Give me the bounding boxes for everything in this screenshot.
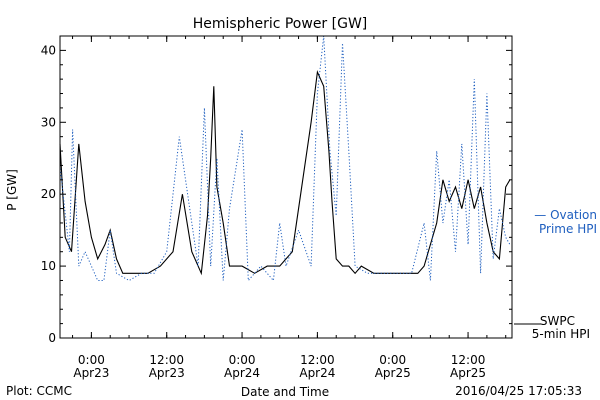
axes: 0102030400:00Apr2312:00Apr230:00Apr2412:… bbox=[41, 35, 513, 380]
legend-swpc-label-line2: 5-min HPI bbox=[532, 327, 590, 341]
x-tick-label-date: Apr24 bbox=[299, 366, 335, 380]
x-tick-label-date: Apr23 bbox=[73, 366, 109, 380]
x-tick-label-time: 12:00 bbox=[149, 353, 184, 367]
x-tick-label-date: Apr25 bbox=[450, 366, 486, 380]
x-tick-label-time: 0:00 bbox=[78, 353, 105, 367]
x-tick-label-time: 0:00 bbox=[379, 353, 406, 367]
y-tick-label: 40 bbox=[41, 43, 56, 57]
y-tick-label: 20 bbox=[41, 187, 56, 201]
plot-credit: Plot: CCMC bbox=[6, 384, 72, 398]
x-tick-label-date: Apr25 bbox=[375, 366, 411, 380]
legend-ovation-label-line2: Prime HPI bbox=[539, 222, 597, 236]
plot-area bbox=[59, 35, 511, 282]
x-tick-label-date: Apr24 bbox=[224, 366, 260, 380]
legend-ovation-label-line1: — Ovation bbox=[534, 208, 597, 222]
x-tick-label-time: 12:00 bbox=[451, 353, 486, 367]
y-tick-label: 0 bbox=[48, 331, 56, 345]
x-tick-label-time: 12:00 bbox=[300, 353, 335, 367]
y-axis-label: P [GW] bbox=[5, 169, 19, 211]
x-tick-label-time: 0:00 bbox=[229, 353, 256, 367]
series-line-swpc-5-min-hpi bbox=[59, 69, 511, 276]
plot-timestamp: 2016/04/25 17:05:33 bbox=[455, 384, 582, 398]
x-axis-label: Date and Time bbox=[241, 385, 329, 399]
chart-title: Hemispheric Power [GW] bbox=[193, 16, 368, 32]
legend-swpc-label-line1: SWPC bbox=[540, 314, 575, 328]
x-tick-label-date: Apr23 bbox=[149, 366, 185, 380]
series-line-ovation-prime-hpi bbox=[59, 35, 511, 282]
plot-frame bbox=[59, 35, 513, 339]
y-tick-label: 10 bbox=[41, 259, 56, 273]
y-tick-label: 30 bbox=[41, 115, 56, 129]
